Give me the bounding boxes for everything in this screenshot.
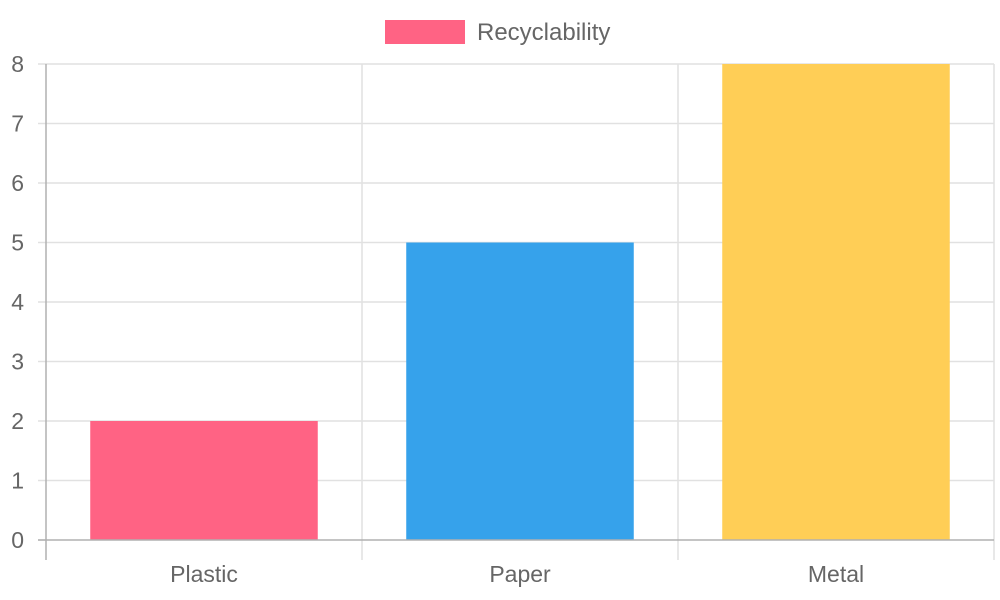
legend[interactable]: Recyclability <box>385 19 610 46</box>
y-axis-tick-labels: 0 1 2 3 4 5 6 7 8 <box>11 51 24 553</box>
y-tick-label-1: 1 <box>11 468 24 494</box>
y-tick-label-8: 8 <box>11 51 24 77</box>
x-tick-label-metal: Metal <box>808 561 864 587</box>
bars <box>90 64 950 540</box>
legend-swatch-recyclability[interactable] <box>385 20 465 44</box>
y-tick-label-7: 7 <box>11 111 24 137</box>
y-tick-label-5: 5 <box>11 230 24 256</box>
bar-paper[interactable] <box>406 242 634 541</box>
x-tick-label-paper: Paper <box>489 561 551 587</box>
legend-label-recyclability[interactable]: Recyclability <box>477 19 610 46</box>
bar-metal[interactable] <box>722 64 950 540</box>
y-tick-label-4: 4 <box>11 289 24 315</box>
y-tick-label-6: 6 <box>11 170 24 196</box>
y-tick-label-0: 0 <box>11 527 24 553</box>
y-tick-label-3: 3 <box>11 349 24 375</box>
bar-plastic[interactable] <box>90 421 318 540</box>
x-axis-tick-labels: Plastic Paper Metal <box>170 561 864 587</box>
axes <box>38 63 994 560</box>
y-tick-label-2: 2 <box>11 408 24 434</box>
x-tick-label-plastic: Plastic <box>170 561 238 587</box>
